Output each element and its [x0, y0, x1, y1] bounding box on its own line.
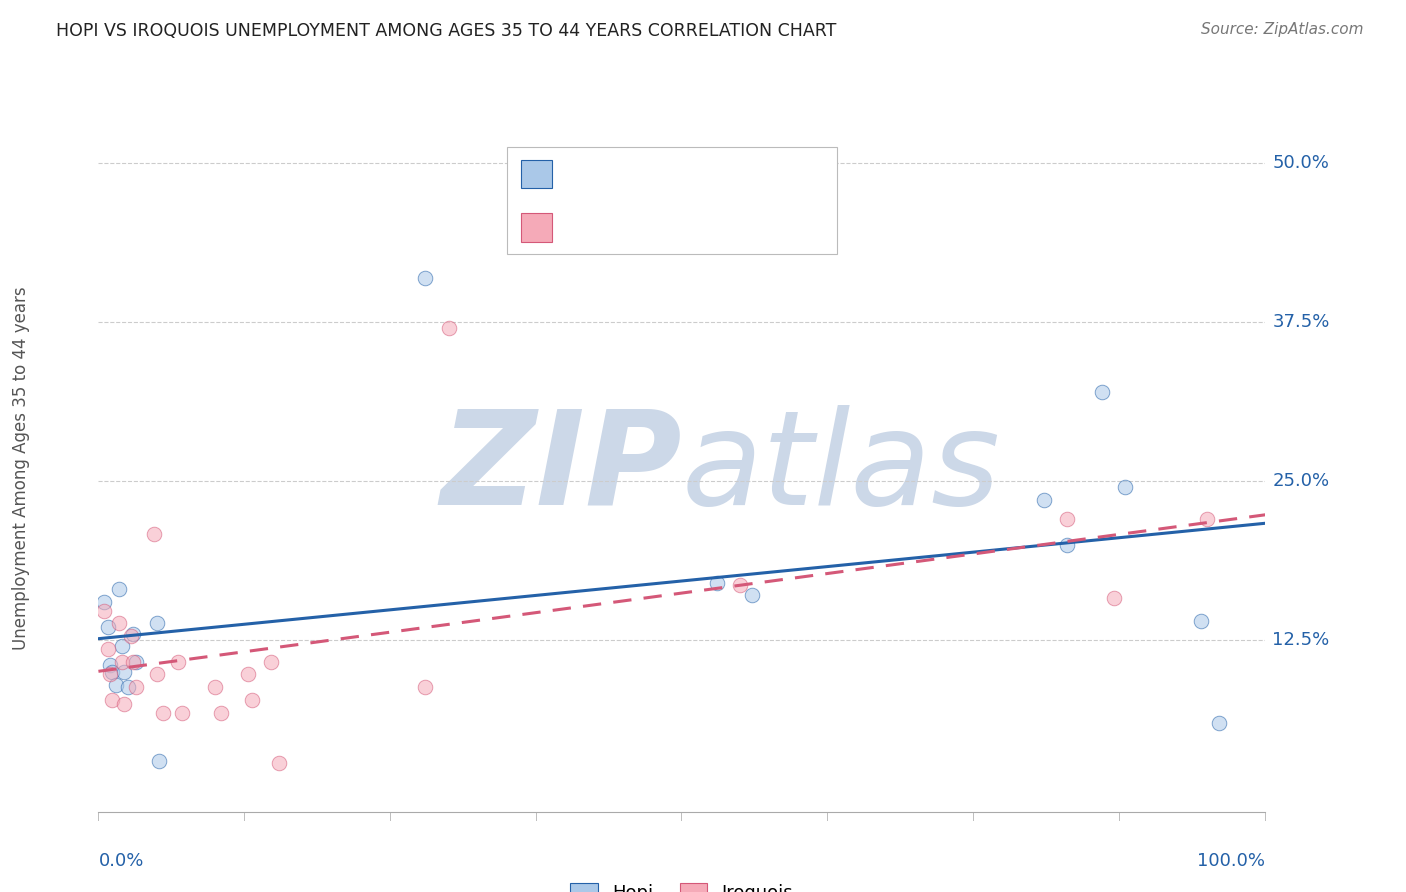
Point [112, 697, 135, 711]
Point [97, 641, 120, 656]
Text: 50.0%: 50.0% [1272, 154, 1329, 172]
Point [112, 665, 135, 679]
Point [117, 680, 139, 694]
Point [143, 527, 166, 541]
Text: |: | [972, 812, 976, 821]
Text: 25.0%: 25.0% [1272, 472, 1330, 490]
Point [204, 680, 226, 694]
Point [97, 620, 120, 634]
Point [125, 680, 148, 694]
Point [93, 595, 115, 609]
Text: |: | [388, 812, 392, 821]
Text: atlas: atlas [682, 405, 1001, 532]
Point [730, 578, 752, 592]
Point [111, 640, 134, 654]
Point [108, 582, 131, 596]
Legend: Hopi, Iroquois: Hopi, Iroquois [564, 875, 800, 892]
Point [242, 693, 264, 707]
Point [122, 626, 145, 640]
Point [101, 665, 124, 679]
Point [741, 589, 763, 603]
Text: 0.0%: 0.0% [98, 852, 143, 870]
Text: Source: ZipAtlas.com: Source: ZipAtlas.com [1201, 22, 1364, 37]
Point [166, 655, 188, 669]
Text: |: | [1118, 812, 1121, 821]
Point [1195, 512, 1218, 526]
Text: R = 0.130   N = 27: R = 0.130 N = 27 [562, 219, 734, 236]
Point [101, 693, 124, 707]
Point [98, 667, 121, 681]
Point [120, 629, 142, 643]
Text: 37.5%: 37.5% [1272, 313, 1330, 331]
Point [1189, 614, 1212, 628]
Point [111, 655, 134, 669]
Text: HOPI VS IROQUOIS UNEMPLOYMENT AMONG AGES 35 TO 44 YEARS CORRELATION CHART: HOPI VS IROQUOIS UNEMPLOYMENT AMONG AGES… [56, 22, 837, 40]
Point [104, 677, 127, 691]
Point [1114, 480, 1136, 494]
Point [1091, 384, 1114, 399]
Point [1208, 715, 1230, 730]
Point [1102, 591, 1125, 605]
Point [98, 658, 121, 673]
Point [413, 270, 436, 285]
Point [260, 655, 283, 669]
Point [146, 667, 169, 681]
Point [146, 616, 169, 631]
Text: |: | [681, 812, 683, 821]
Text: |: | [827, 812, 830, 821]
Point [1056, 512, 1078, 526]
Text: Unemployment Among Ages 35 to 44 years: Unemployment Among Ages 35 to 44 years [13, 286, 30, 650]
Text: |: | [243, 812, 246, 821]
Point [413, 680, 436, 694]
Text: 12.5%: 12.5% [1272, 631, 1330, 649]
Point [93, 604, 115, 618]
Point [108, 616, 131, 631]
Point [152, 706, 174, 720]
Point [1056, 538, 1078, 552]
Text: |: | [97, 812, 100, 821]
Point [125, 655, 148, 669]
Text: |: | [1264, 812, 1267, 821]
Point [269, 756, 291, 771]
Text: |: | [534, 812, 537, 821]
Text: ZIP: ZIP [440, 405, 682, 532]
Point [236, 667, 259, 681]
Point [706, 575, 728, 590]
Point [122, 655, 145, 669]
Point [148, 754, 170, 768]
Text: 100.0%: 100.0% [1198, 852, 1265, 870]
Point [172, 706, 194, 720]
Point [437, 321, 460, 335]
Point [1032, 493, 1054, 508]
Point [209, 706, 232, 720]
Text: R = 0.413   N = 22: R = 0.413 N = 22 [562, 165, 734, 183]
